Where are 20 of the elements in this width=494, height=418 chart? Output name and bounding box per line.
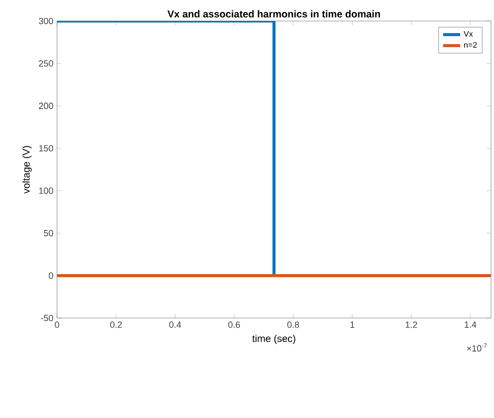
x-tick-label: 0 bbox=[54, 322, 60, 328]
y-tick-label: 300 bbox=[38, 18, 54, 24]
x-tick-label: 0.2 bbox=[110, 322, 122, 328]
y-tick-label: 100 bbox=[39, 188, 54, 194]
y-tick-label: 0 bbox=[48, 272, 54, 279]
y-tick-label: 250 bbox=[38, 60, 54, 67]
text: ×10$^{-7}$ bbox=[467, 344, 487, 352]
x-tick-label: 0.4 bbox=[169, 322, 182, 328]
y-tick-label: 200 bbox=[38, 102, 54, 110]
chart-title: Vx and associated harmonics in time domain bbox=[167, 10, 380, 18]
x-tick-label: 1.4 bbox=[464, 322, 476, 328]
x-tick-label: 1.2 bbox=[406, 322, 418, 328]
x-tick-label: 1 bbox=[350, 322, 354, 328]
x-tick-label: 0.6 bbox=[228, 322, 240, 328]
x-axis-title: time (sec) bbox=[252, 334, 296, 344]
y-tick-label: -50 bbox=[40, 314, 54, 322]
y-tick-label: 50 bbox=[44, 230, 54, 236]
y-tick-label: 150 bbox=[39, 145, 54, 152]
y-axis-title: voltage (V) bbox=[22, 146, 32, 194]
x-tick-label: 0.8 bbox=[287, 322, 300, 328]
